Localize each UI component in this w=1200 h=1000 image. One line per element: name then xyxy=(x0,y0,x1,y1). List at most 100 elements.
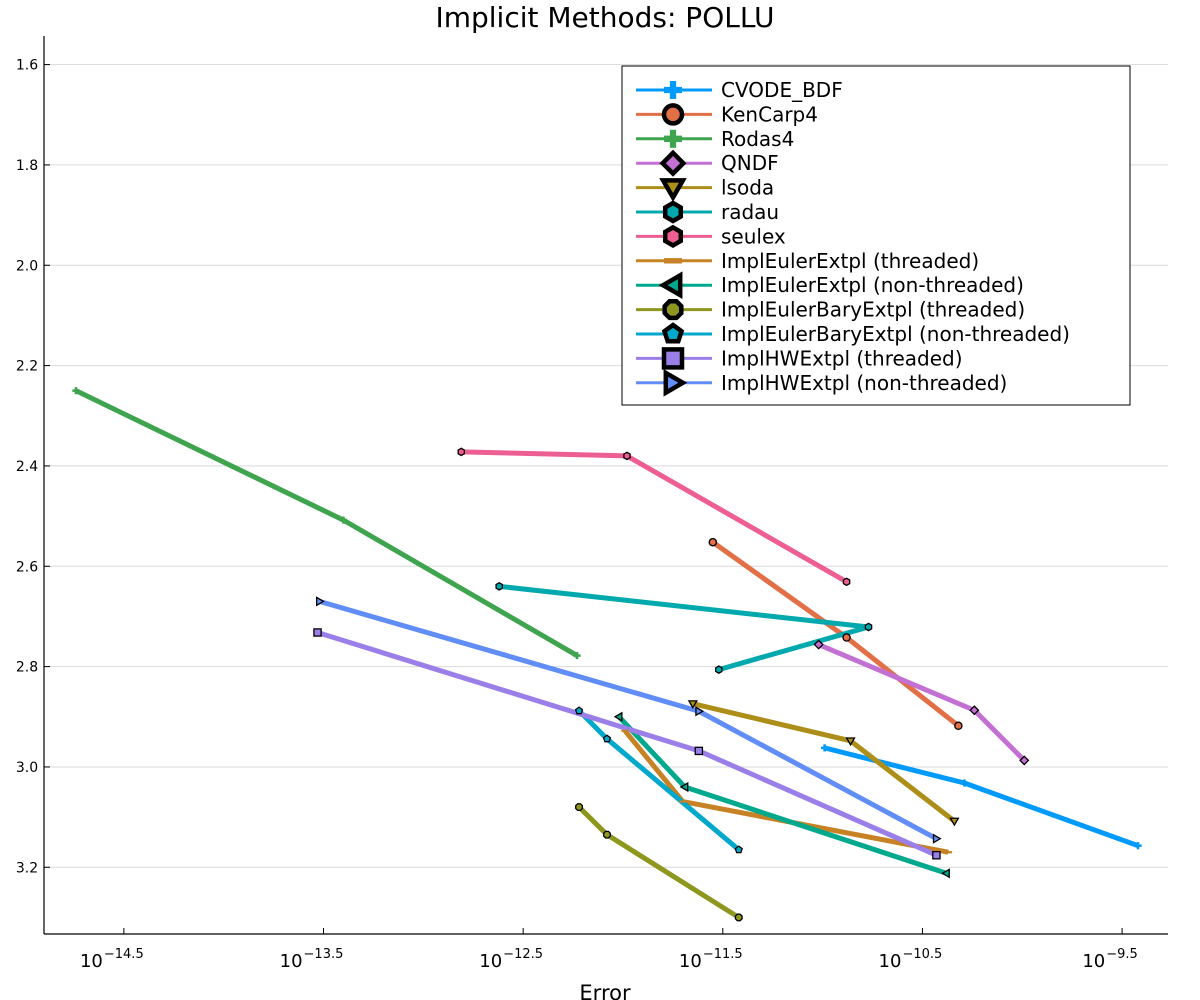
series-markers xyxy=(72,387,1142,922)
legend-label: lsoda xyxy=(721,176,774,200)
x-tick-label: 10−11.5 xyxy=(679,947,743,972)
legend-label: radau xyxy=(721,200,779,224)
x-tick-label: 10−10.5 xyxy=(879,947,943,972)
legend: CVODE_BDFKenCarp4Rodas4QNDFlsodaradauseu… xyxy=(621,65,1131,406)
legend-entry: ImplEulerBaryExtpl (threaded) xyxy=(636,298,1025,322)
data-point xyxy=(941,868,950,879)
data-point xyxy=(574,706,584,715)
legend-label: seulex xyxy=(721,224,786,248)
legend-label: CVODE_BDF xyxy=(721,78,843,102)
y-tick-label: 2.6 xyxy=(16,559,38,575)
data-point xyxy=(949,817,960,827)
data-point xyxy=(944,851,952,854)
data-point xyxy=(734,845,743,854)
data-point xyxy=(315,596,325,607)
data-point xyxy=(339,516,348,524)
legend-marker xyxy=(662,224,684,248)
data-point xyxy=(932,833,942,844)
legend-entry: lsoda xyxy=(636,176,774,202)
legend-marker xyxy=(662,299,684,321)
data-point xyxy=(813,639,824,650)
data-point xyxy=(734,913,743,922)
legend-marker xyxy=(664,258,682,264)
data-point xyxy=(842,633,851,642)
series-line xyxy=(316,630,938,858)
data-point xyxy=(602,734,612,743)
data-point xyxy=(72,387,80,395)
legend-marker xyxy=(663,368,688,397)
y-tick-label: 3.2 xyxy=(16,860,38,876)
legend-marker xyxy=(658,271,683,300)
x-tick-label: 10−13.5 xyxy=(280,947,344,972)
legend-entry: ImplEulerBaryExtpl (non-threaded) xyxy=(636,322,1070,346)
legend-label: ImplEulerExtpl (non-threaded) xyxy=(721,273,1024,297)
data-point xyxy=(623,451,631,461)
series-line xyxy=(74,388,579,658)
legend-marker xyxy=(659,149,687,177)
y-tick-label: 2.2 xyxy=(16,359,38,375)
data-point xyxy=(1134,842,1142,850)
axes: 1.6 1.8 2.0 2.2 2.4 2.6 2.8 3.0 3.2 10−14.5 10−13.… xyxy=(16,36,1168,972)
data-point xyxy=(695,706,705,717)
data-point xyxy=(603,830,611,839)
chart-title: Implicit Methods: POLLU xyxy=(435,1,774,34)
legend-entry: ImplHWExtpl (threaded) xyxy=(636,346,963,370)
y-tick-label: 1.8 xyxy=(16,158,38,174)
legend-marker xyxy=(661,103,685,126)
data-point xyxy=(842,577,851,587)
legend-label: Rodas4 xyxy=(721,127,794,151)
legend-marker xyxy=(664,81,682,99)
y-tick-label: 3.0 xyxy=(16,760,38,776)
data-point xyxy=(457,447,466,457)
series-line xyxy=(498,583,872,673)
data-point xyxy=(821,744,829,752)
data-point xyxy=(313,628,322,637)
y-tick-label: 1.6 xyxy=(16,58,38,74)
data-point xyxy=(573,651,581,660)
data-point xyxy=(969,705,980,716)
y-tick-label: 2.4 xyxy=(16,459,38,475)
legend-marker xyxy=(662,200,684,224)
legend-label: KenCarp4 xyxy=(721,102,818,126)
x-axis-label: Error xyxy=(579,981,631,1000)
data-point xyxy=(687,700,698,709)
legend-marker xyxy=(659,178,687,202)
data-point xyxy=(708,537,718,547)
legend-marker xyxy=(661,347,685,370)
data-point xyxy=(575,803,584,812)
x-tick-label: 10−14.5 xyxy=(80,947,144,972)
legend-entry: QNDF xyxy=(636,149,779,177)
legend-entry: ImplEulerExtpl (threaded) xyxy=(636,249,979,273)
data-point xyxy=(932,850,941,860)
data-point xyxy=(954,721,963,731)
legend-entry: seulex xyxy=(636,224,786,248)
data-point xyxy=(495,581,503,591)
legend-label: ImplHWExtpl (threaded) xyxy=(721,346,963,370)
data-point xyxy=(715,665,723,674)
data-point xyxy=(864,622,873,632)
legend-entry: radau xyxy=(636,200,779,224)
data-point xyxy=(679,781,689,793)
data-point xyxy=(1019,755,1030,766)
legend-label: ImplEulerExtpl (threaded) xyxy=(721,249,979,273)
legend-entry: KenCarp4 xyxy=(636,102,818,126)
legend-marker xyxy=(664,129,682,148)
x-tick-label: 10−9.5 xyxy=(1082,947,1137,972)
data-point xyxy=(694,746,704,756)
series-line xyxy=(824,745,1139,849)
data-point xyxy=(621,729,629,732)
legend-marker xyxy=(661,322,685,344)
data-point xyxy=(845,737,856,747)
legend-label: ImplHWExtpl (non-threaded) xyxy=(721,371,1007,395)
y-tick-label: 2.0 xyxy=(16,258,38,274)
series-line xyxy=(461,449,848,584)
data-point xyxy=(960,779,968,787)
legend-label: ImplEulerBaryExtpl (threaded) xyxy=(721,298,1025,322)
legend-entry: Rodas4 xyxy=(636,127,794,151)
legend-label: QNDF xyxy=(721,151,779,175)
x-tick-label: 10−12.5 xyxy=(479,947,543,972)
legend-entry: ImplEulerExtpl (non-threaded) xyxy=(636,271,1024,300)
legend-label: ImplEulerBaryExtpl (non-threaded) xyxy=(721,322,1070,346)
data-point xyxy=(613,711,623,722)
